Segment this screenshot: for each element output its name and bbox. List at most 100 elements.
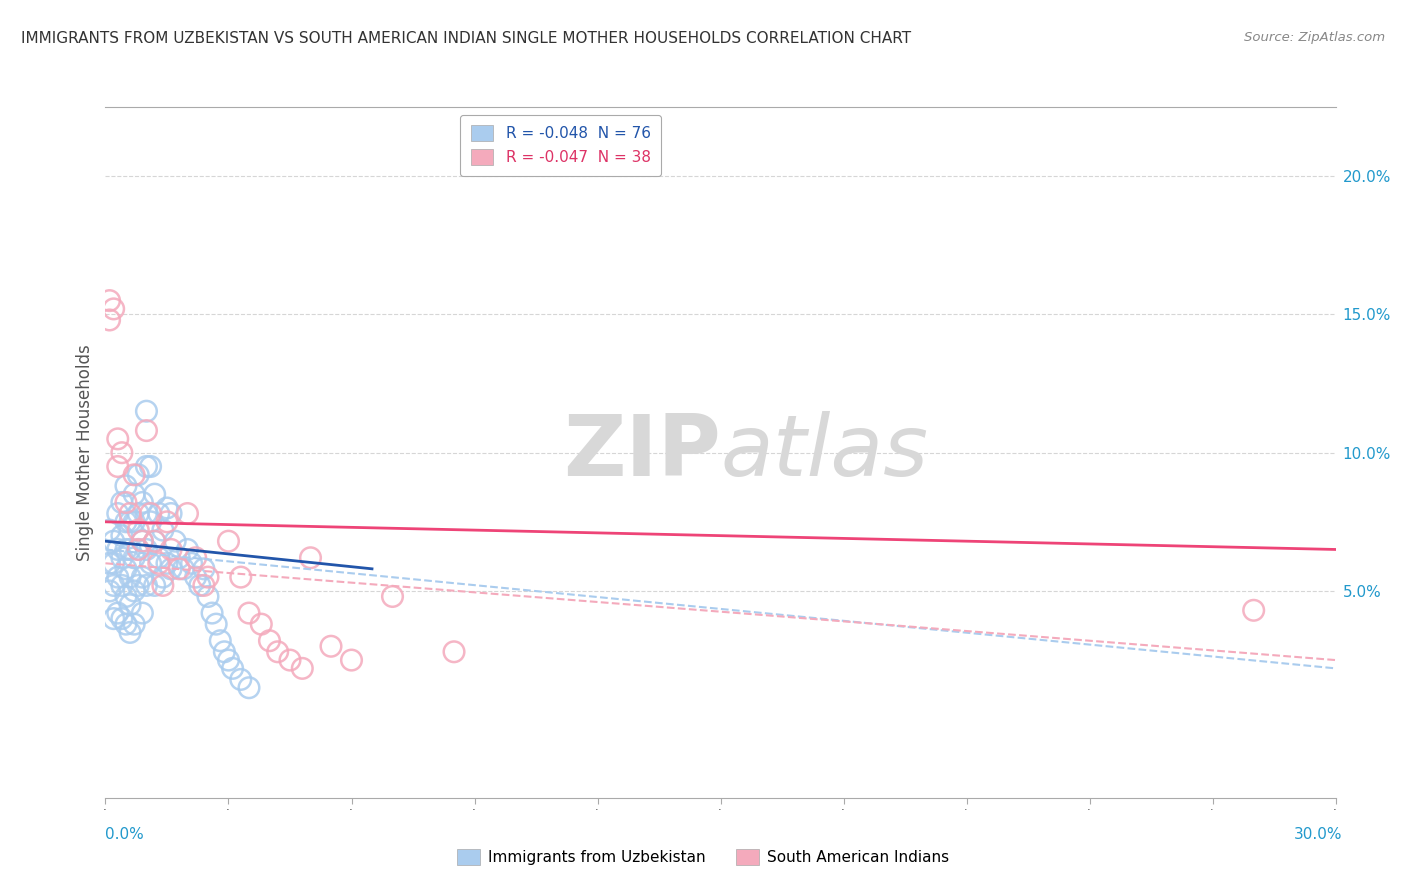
Point bbox=[107, 542, 129, 557]
Point bbox=[120, 598, 141, 612]
Point bbox=[160, 507, 183, 521]
Point bbox=[160, 562, 183, 576]
Point bbox=[184, 570, 207, 584]
Point bbox=[127, 542, 149, 557]
Point bbox=[107, 570, 129, 584]
Point bbox=[127, 578, 149, 592]
Point bbox=[169, 562, 191, 576]
Point bbox=[122, 583, 145, 598]
Point bbox=[115, 617, 138, 632]
Point bbox=[139, 557, 162, 571]
Point bbox=[115, 515, 138, 529]
Point bbox=[143, 534, 166, 549]
Point bbox=[381, 590, 404, 604]
Point bbox=[122, 515, 145, 529]
Point bbox=[135, 578, 157, 592]
Point bbox=[127, 507, 149, 521]
Point bbox=[127, 523, 149, 537]
Point bbox=[107, 432, 129, 446]
Point bbox=[139, 515, 162, 529]
Text: 0.0%: 0.0% bbox=[105, 827, 145, 841]
Point bbox=[172, 562, 194, 576]
Point bbox=[103, 534, 125, 549]
Point bbox=[111, 495, 134, 509]
Point bbox=[152, 523, 174, 537]
Point bbox=[139, 459, 162, 474]
Point bbox=[122, 550, 145, 565]
Point bbox=[107, 507, 129, 521]
Point bbox=[115, 562, 138, 576]
Legend: R = -0.048  N = 76, R = -0.047  N = 38: R = -0.048 N = 76, R = -0.047 N = 38 bbox=[460, 115, 661, 176]
Point bbox=[135, 542, 157, 557]
Point bbox=[291, 661, 314, 675]
Point bbox=[218, 534, 240, 549]
Point bbox=[160, 542, 183, 557]
Point bbox=[152, 570, 174, 584]
Point bbox=[176, 542, 198, 557]
Point bbox=[131, 606, 153, 620]
Point bbox=[267, 645, 290, 659]
Point bbox=[238, 681, 260, 695]
Point bbox=[111, 550, 134, 565]
Text: ZIP: ZIP bbox=[562, 411, 721, 494]
Point bbox=[122, 487, 145, 501]
Point bbox=[143, 534, 166, 549]
Point bbox=[229, 570, 252, 584]
Point bbox=[229, 673, 252, 687]
Legend: Immigrants from Uzbekistan, South American Indians: Immigrants from Uzbekistan, South Americ… bbox=[451, 843, 955, 871]
Point bbox=[184, 550, 207, 565]
Text: IMMIGRANTS FROM UZBEKISTAN VS SOUTH AMERICAN INDIAN SINGLE MOTHER HOUSEHOLDS COR: IMMIGRANTS FROM UZBEKISTAN VS SOUTH AMER… bbox=[21, 31, 911, 46]
Point bbox=[152, 578, 174, 592]
Point bbox=[98, 523, 121, 537]
Point bbox=[107, 606, 129, 620]
Point bbox=[98, 313, 121, 327]
Point bbox=[111, 445, 134, 460]
Point bbox=[148, 507, 170, 521]
Point bbox=[176, 507, 198, 521]
Point bbox=[127, 467, 149, 482]
Point bbox=[120, 625, 141, 640]
Point bbox=[214, 645, 236, 659]
Point bbox=[131, 570, 153, 584]
Y-axis label: Single Mother Households: Single Mother Households bbox=[76, 344, 94, 561]
Point bbox=[98, 557, 121, 571]
Text: Source: ZipAtlas.com: Source: ZipAtlas.com bbox=[1244, 31, 1385, 45]
Point bbox=[197, 590, 219, 604]
Point bbox=[197, 570, 219, 584]
Text: 30.0%: 30.0% bbox=[1295, 827, 1343, 841]
Point bbox=[131, 495, 153, 509]
Point bbox=[135, 424, 157, 438]
Point bbox=[218, 653, 240, 667]
Point bbox=[259, 633, 281, 648]
Point bbox=[103, 612, 125, 626]
Point bbox=[135, 459, 157, 474]
Point bbox=[250, 617, 273, 632]
Point bbox=[165, 534, 187, 549]
Point bbox=[120, 507, 141, 521]
Point bbox=[143, 578, 166, 592]
Point bbox=[103, 301, 125, 316]
Point bbox=[122, 467, 145, 482]
Point bbox=[120, 542, 141, 557]
Point bbox=[188, 578, 211, 592]
Point bbox=[205, 617, 228, 632]
Point bbox=[443, 645, 465, 659]
Point bbox=[148, 557, 170, 571]
Point bbox=[115, 542, 138, 557]
Point bbox=[209, 633, 232, 648]
Point bbox=[111, 528, 134, 542]
Point bbox=[299, 550, 322, 565]
Point bbox=[169, 550, 191, 565]
Point bbox=[120, 515, 141, 529]
Point bbox=[103, 557, 125, 571]
Point bbox=[180, 557, 202, 571]
Point bbox=[115, 495, 138, 509]
Point bbox=[135, 507, 157, 521]
Point bbox=[131, 534, 153, 549]
Point bbox=[193, 578, 215, 592]
Point bbox=[111, 578, 134, 592]
Point bbox=[278, 653, 301, 667]
Point bbox=[143, 487, 166, 501]
Point bbox=[319, 639, 342, 653]
Point bbox=[340, 653, 363, 667]
